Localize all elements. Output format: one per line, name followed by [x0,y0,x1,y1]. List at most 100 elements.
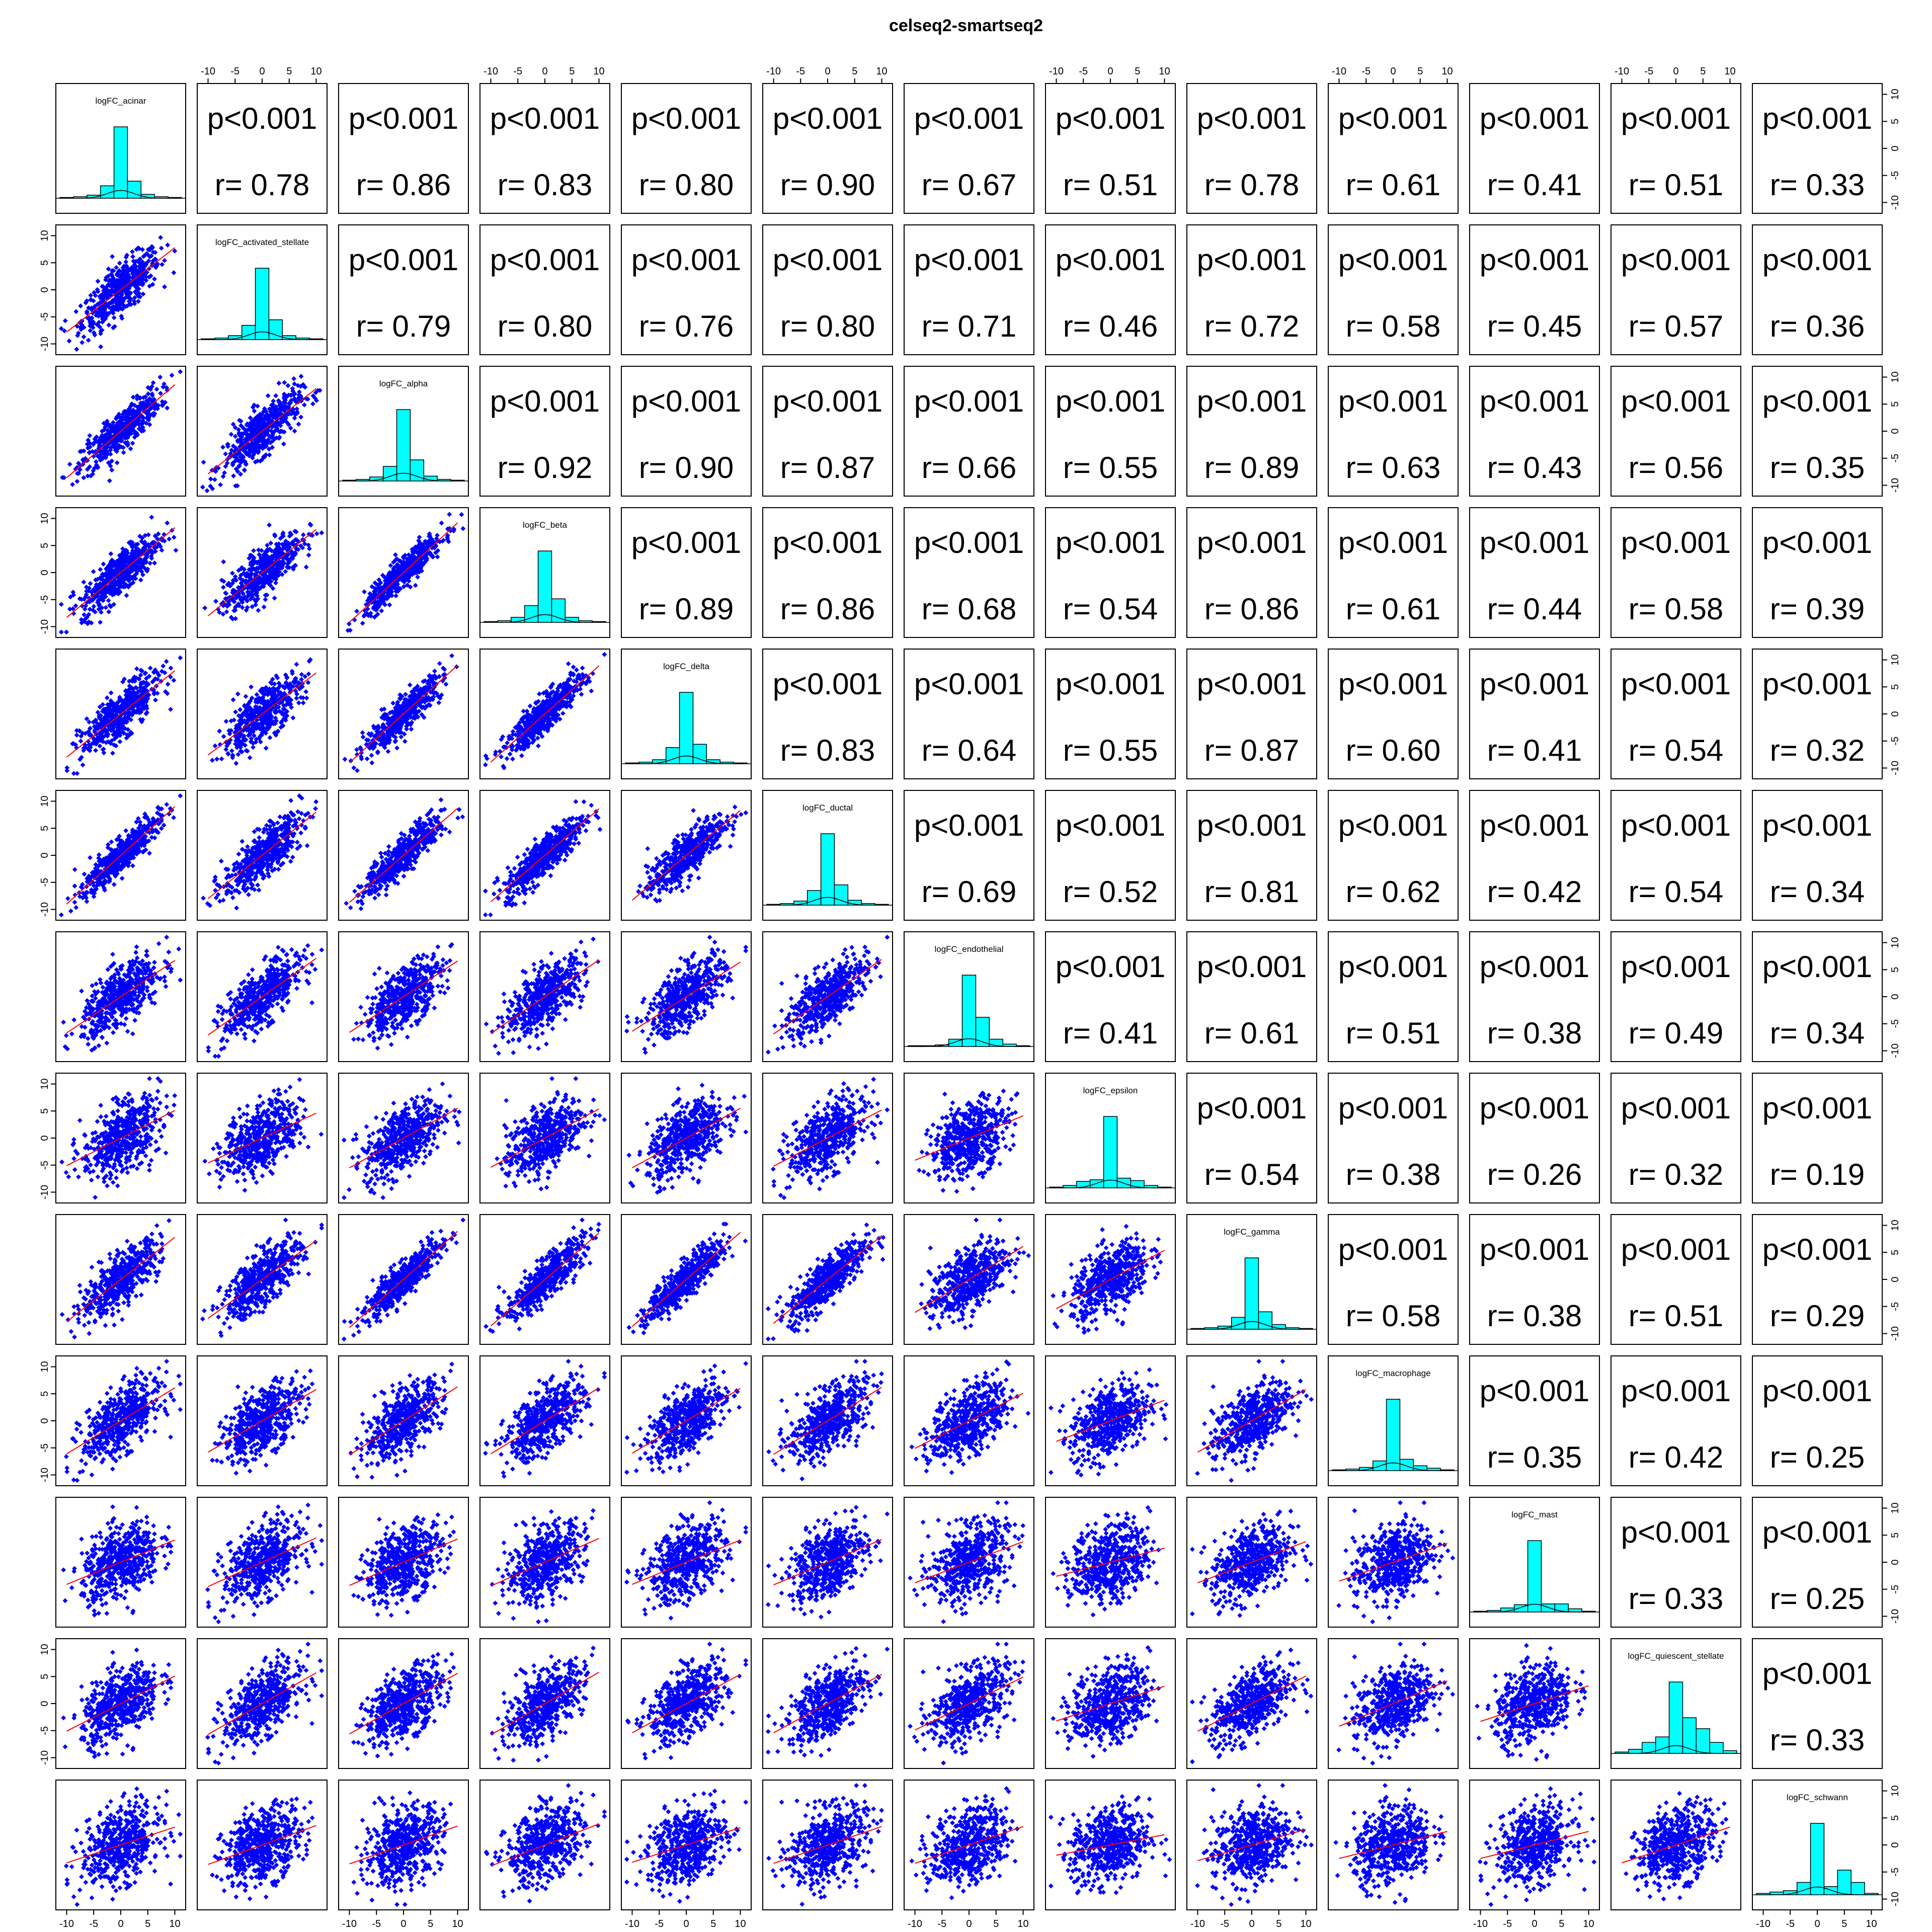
p-value-label: p<0.001 [914,384,1024,418]
p-value-label: p<0.001 [1762,526,1873,559]
p-value-label: p<0.001 [1197,384,1307,418]
smooth-line [66,527,176,618]
p-value-label: p<0.001 [914,102,1024,135]
scatter-point [81,475,87,480]
panel-frame [1611,224,1741,355]
scatter-point [114,564,119,569]
scatter-point [240,586,246,592]
scatter-point [270,438,276,443]
scatter-point [112,568,118,573]
p-value-label: p<0.001 [490,243,600,277]
hist-bar [410,459,425,481]
density-curve [56,190,186,199]
scatter-point [98,454,104,460]
p-value-label: p<0.001 [631,526,742,559]
scatter-point [221,559,226,565]
panel-3-1 [197,507,328,638]
scatter-point [280,532,285,537]
panel-2-2: logFC_alpha [338,366,469,497]
scatter-point [233,616,238,621]
r-value-label: r= 0.79 [356,309,451,343]
scatter-point [109,268,115,273]
scatter-point [152,560,157,566]
scatter-point [96,449,101,454]
scatter-point [171,534,177,540]
scatter-point [137,294,143,299]
panel-0-0: logFC_acinar [55,83,186,214]
scatter-point [413,583,418,588]
p-value-label: p<0.001 [773,384,883,418]
hist-bar [382,466,397,481]
r-value-label: r= 0.36 [1770,309,1865,343]
scatter-point [234,447,240,453]
r-value-label: r= 0.33 [1770,168,1865,202]
r-value-label: r= 0.83 [498,168,592,202]
scatter-point [130,544,135,549]
scatter-point [273,580,279,586]
scatter-point [139,429,144,434]
p-value-label: p<0.001 [349,243,459,277]
p-value-label: p<0.001 [631,102,742,135]
p-value-label: p<0.001 [773,243,883,277]
r-value-label: r= 0.51 [1629,168,1723,202]
p-value-label: p<0.001 [1621,384,1731,418]
r-value-label: r= 0.58 [1629,592,1723,626]
scatter-point [88,297,94,302]
r-value-label: r= 0.87 [780,451,875,485]
scatter-points [202,521,325,622]
scatter-point [268,540,274,546]
scatter-point [87,315,92,320]
scatter-point [121,302,126,308]
scatter-point [268,571,273,576]
scatter-point [77,596,83,601]
scatter-point [98,567,103,572]
r-value-label: r= 0.90 [780,168,875,202]
scatter-point [130,441,135,446]
panel-frame [1469,366,1600,497]
panel-frame [1469,83,1600,214]
scatter-point [95,600,100,605]
scatter-point [136,422,141,427]
scatter-point [84,592,89,597]
panel-frame [479,83,610,214]
scatter-point [92,304,98,309]
scatter-point [128,539,133,544]
scatter-point [230,462,235,467]
scatter-point [106,266,111,272]
scatter-point [246,452,252,457]
smooth-line [66,247,176,333]
scatter-point [145,399,150,404]
r-value-label: r= 0.80 [780,309,875,343]
r-value-label: r= 0.55 [1063,451,1158,485]
scatter-point [236,418,242,423]
scatter-point [247,555,252,561]
smooth-line [207,388,317,474]
r-value-label: r= 0.86 [780,592,875,626]
r-value-label: r= 0.68 [922,592,1016,626]
hist-bar [241,325,256,340]
scatter-point [246,443,251,448]
r-value-label: r= 0.78 [1204,168,1299,202]
scatter-point [244,428,249,433]
p-value-label: p<0.001 [914,243,1024,277]
scatter-point [165,243,171,248]
scatter-point [84,615,90,620]
scatter-point [122,558,127,563]
r-value-label: r= 0.57 [1629,309,1723,343]
r-value-label: r= 0.43 [1487,451,1582,485]
scatter-point [123,289,128,294]
scatter-point [121,450,126,455]
scatter-point [103,434,108,440]
